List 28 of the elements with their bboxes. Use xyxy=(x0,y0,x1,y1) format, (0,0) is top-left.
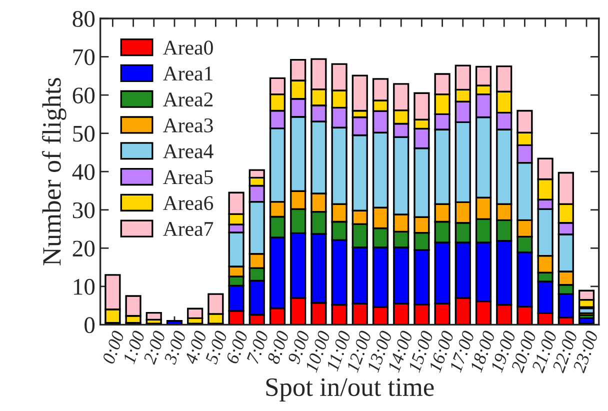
x-tick-label: 3:00 xyxy=(164,330,186,366)
x-tick-label: 1:00 xyxy=(122,330,146,364)
y-tick-label: 80 xyxy=(72,10,95,27)
legend-label: Area5 xyxy=(163,170,213,184)
y-tick-label: 10 xyxy=(74,278,95,295)
y-tick-label: 70 xyxy=(73,49,95,66)
y-tick-label: 30 xyxy=(72,202,95,218)
legend-label: Area0 xyxy=(163,40,213,55)
x-tick-label: 6:00 xyxy=(226,330,248,364)
legend-label: Area4 xyxy=(163,144,214,158)
legend-label: Area7 xyxy=(163,222,214,236)
x-tick-label: 0:00 xyxy=(102,330,125,364)
y-tick-label: 40 xyxy=(72,164,95,180)
legend-label: Area3 xyxy=(163,118,213,132)
x-axis-title: Spot in/out time xyxy=(266,378,434,402)
x-tick-label: 4:00 xyxy=(184,330,208,365)
y-tick-label: 0 xyxy=(84,317,95,334)
x-tick-label: 8:00 xyxy=(266,330,290,365)
y-tick-label: 60 xyxy=(72,88,95,104)
x-tick-label: 2:00 xyxy=(143,330,166,366)
x-tick-label: 7:00 xyxy=(246,330,269,364)
legend-label: Area1 xyxy=(163,66,212,81)
x-tick-label: 5:00 xyxy=(204,330,228,365)
y-tick-label: 50 xyxy=(73,126,95,142)
legend-label: Area6 xyxy=(163,196,214,210)
legend-label: Area2 xyxy=(163,92,213,107)
y-tick-label: 20 xyxy=(72,240,95,257)
y-axis-title: Number of flights xyxy=(42,78,66,266)
